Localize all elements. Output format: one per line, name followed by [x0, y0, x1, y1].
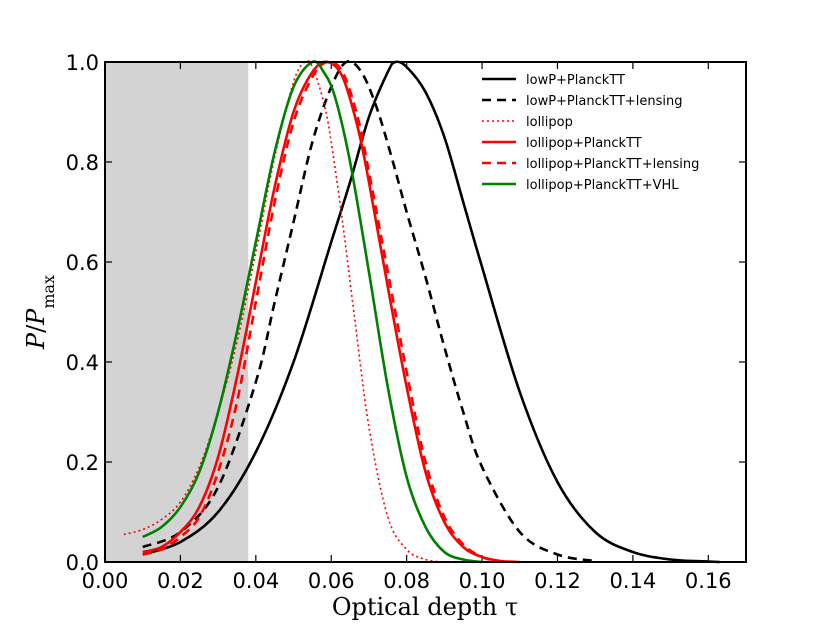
- x-tick-label: 0.04: [232, 569, 279, 593]
- axes-frame: [104, 61, 747, 563]
- legend-label: lollipop+PlanckTT: [526, 136, 642, 151]
- y-label-p-max: P: [22, 308, 50, 326]
- plot-area: [104, 59, 747, 564]
- x-tick-label: 0.02: [157, 569, 204, 593]
- legend-label: lollipop+PlanckTT+lensing: [526, 157, 699, 172]
- y-tick-labels: 0.0 0.2 0.4 0.6 0.8 1.0: [66, 51, 99, 575]
- series-line-1: [142, 60, 596, 563]
- shaded-region: [105, 62, 249, 562]
- y-tick-label: 0.2: [66, 451, 99, 475]
- legend-label: lollipop+PlanckTT+VHL: [526, 178, 679, 193]
- legend: lowP+PlanckTT lowP+PlanckTT+lensing lollip…: [482, 73, 699, 193]
- legend-label: lollipop: [526, 115, 573, 130]
- x-tick-label: 0.08: [383, 569, 430, 593]
- y-label-p: P: [22, 332, 50, 350]
- x-tick-label: 0.14: [609, 569, 656, 593]
- legend-label: lowP+PlanckTT+lensing: [526, 94, 683, 109]
- x-axis-label: Optical depth τ: [332, 593, 518, 621]
- y-axis-label: P/Pmax: [22, 275, 58, 350]
- y-tick-label: 1.0: [66, 51, 99, 75]
- y-tick-label: 0.4: [66, 351, 99, 375]
- y-label-slash: /: [22, 324, 50, 333]
- y-tick-label: 0.8: [66, 151, 99, 175]
- y-tick-label: 0.6: [66, 251, 99, 275]
- y-tick-label: 0.0: [66, 551, 99, 575]
- x-tick-label: 0.10: [459, 569, 506, 593]
- legend-label: lowP+PlanckTT: [526, 73, 625, 88]
- x-tick-labels: 0.00 0.02 0.04 0.06 0.08 0.10 0.12 0.14 0.16: [82, 569, 732, 593]
- x-tick-label: 0.06: [308, 569, 355, 593]
- x-tick-label: 0.12: [534, 569, 581, 593]
- x-tick-label: 0.16: [685, 569, 732, 593]
- series-line-3: [142, 60, 520, 564]
- y-label-sub: max: [39, 275, 58, 309]
- x-tick-label: 0.00: [82, 569, 129, 593]
- series-line-5: [142, 60, 483, 564]
- series-line-0: [142, 60, 720, 564]
